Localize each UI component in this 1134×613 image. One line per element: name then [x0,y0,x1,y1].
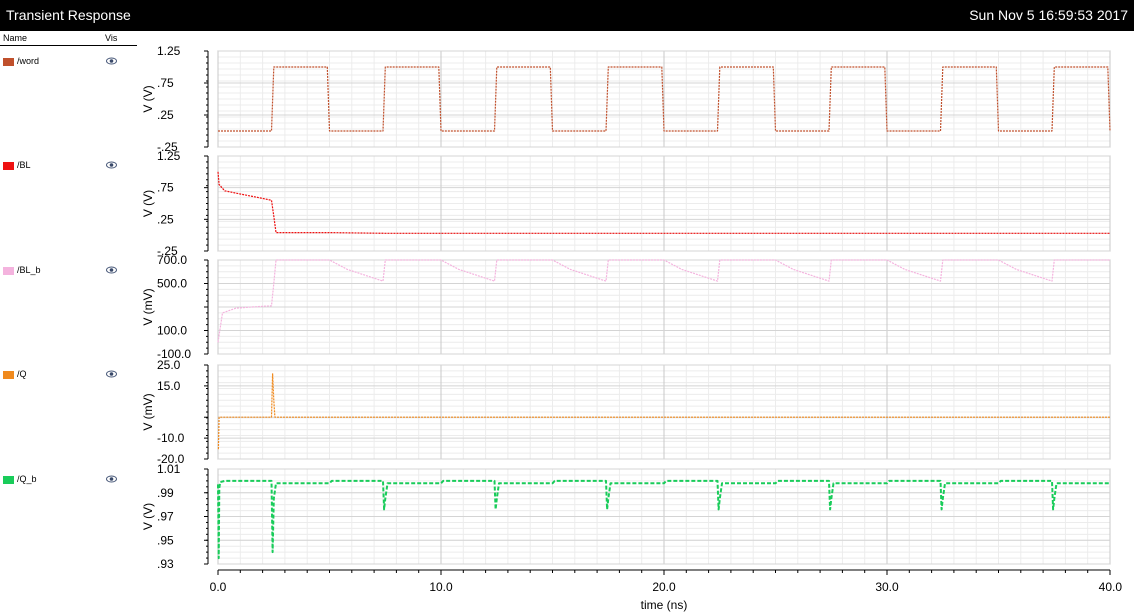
y-tick-label: .99 [157,486,174,500]
y-tick-label: 1.25 [157,44,181,58]
color-swatch [3,58,14,66]
window-title: Transient Response [6,7,131,23]
y-tick-label: 1.25 [157,149,181,163]
x-axis-label: time (ns) [641,598,688,612]
y-tick-label: -10.0 [157,431,185,445]
series-line [218,66,1111,132]
y-axis-label: V (mV) [141,393,155,430]
y-tick-label: 500.0 [157,277,187,291]
y-tick-label: .95 [157,533,174,547]
x-tick-label: 20.0 [652,580,676,594]
eye-icon[interactable] [106,266,117,274]
y-tick-label: -100.0 [157,347,191,361]
y-tick-label: 15.0 [157,379,181,393]
legend-item-label: /Q_b [17,474,37,484]
y-tick-label: .25 [157,108,174,122]
x-tick-label: 10.0 [429,580,453,594]
x-tick-label: 40.0 [1099,580,1123,594]
timestamp: Sun Nov 5 16:59:53 2017 [969,7,1128,23]
legend-item-word[interactable]: /word [0,55,137,69]
title-bar: Transient Response Sun Nov 5 16:59:53 20… [0,0,1134,31]
y-tick-label: .93 [157,557,174,571]
y-axis-label: V (V) [141,190,155,217]
y-tick-label: 1.01 [157,462,181,476]
color-swatch [3,162,14,170]
legend-header-vis: Vis [105,33,118,43]
y-tick-label: .75 [157,76,174,90]
y-tick-label: 700.0 [157,253,187,267]
legend-item-bl-b[interactable]: /BL_b [0,264,137,278]
legend-header: Name Vis [0,31,137,46]
series-line [217,171,1110,234]
y-axis-label: V (V) [141,85,155,112]
y-tick-label: -20.0 [157,452,185,466]
legend-item-label: /BL [17,160,31,170]
x-tick-label: 0.0 [210,580,227,594]
legend-item-q-b[interactable]: /Q_b [0,473,137,487]
y-tick-label: .97 [157,510,174,524]
signal-legend: Name Vis /word /BL /BL_b /Q /Q_b [0,31,140,613]
series-line [217,479,1110,560]
series-line [217,259,1110,343]
legend-item-label: /BL_b [17,265,41,275]
legend-item-label: /word [17,56,40,66]
y-tick-label: .25 [157,212,174,226]
x-tick-label: 30.0 [875,580,899,594]
y-axis-label: V (V) [141,503,155,530]
eye-icon[interactable] [106,370,117,378]
eye-icon[interactable] [106,475,117,483]
y-tick-label: 100.0 [157,324,187,338]
legend-item-bl[interactable]: /BL [0,159,137,173]
y-axis-label: V (mV) [141,288,155,325]
legend-item-q[interactable]: /Q [0,368,137,382]
legend-item-label: /Q [17,369,27,379]
y-tick-label: -.25 [157,140,178,154]
legend-header-name: Name [3,33,28,43]
eye-icon[interactable] [106,161,117,169]
y-tick-label: 25.0 [157,358,181,372]
y-tick-label: .75 [157,181,174,195]
color-swatch [3,371,14,379]
y-tick-label: -.25 [157,244,178,258]
color-swatch [3,476,14,484]
color-swatch [3,267,14,275]
series-line [217,372,1110,450]
eye-icon[interactable] [106,57,117,65]
